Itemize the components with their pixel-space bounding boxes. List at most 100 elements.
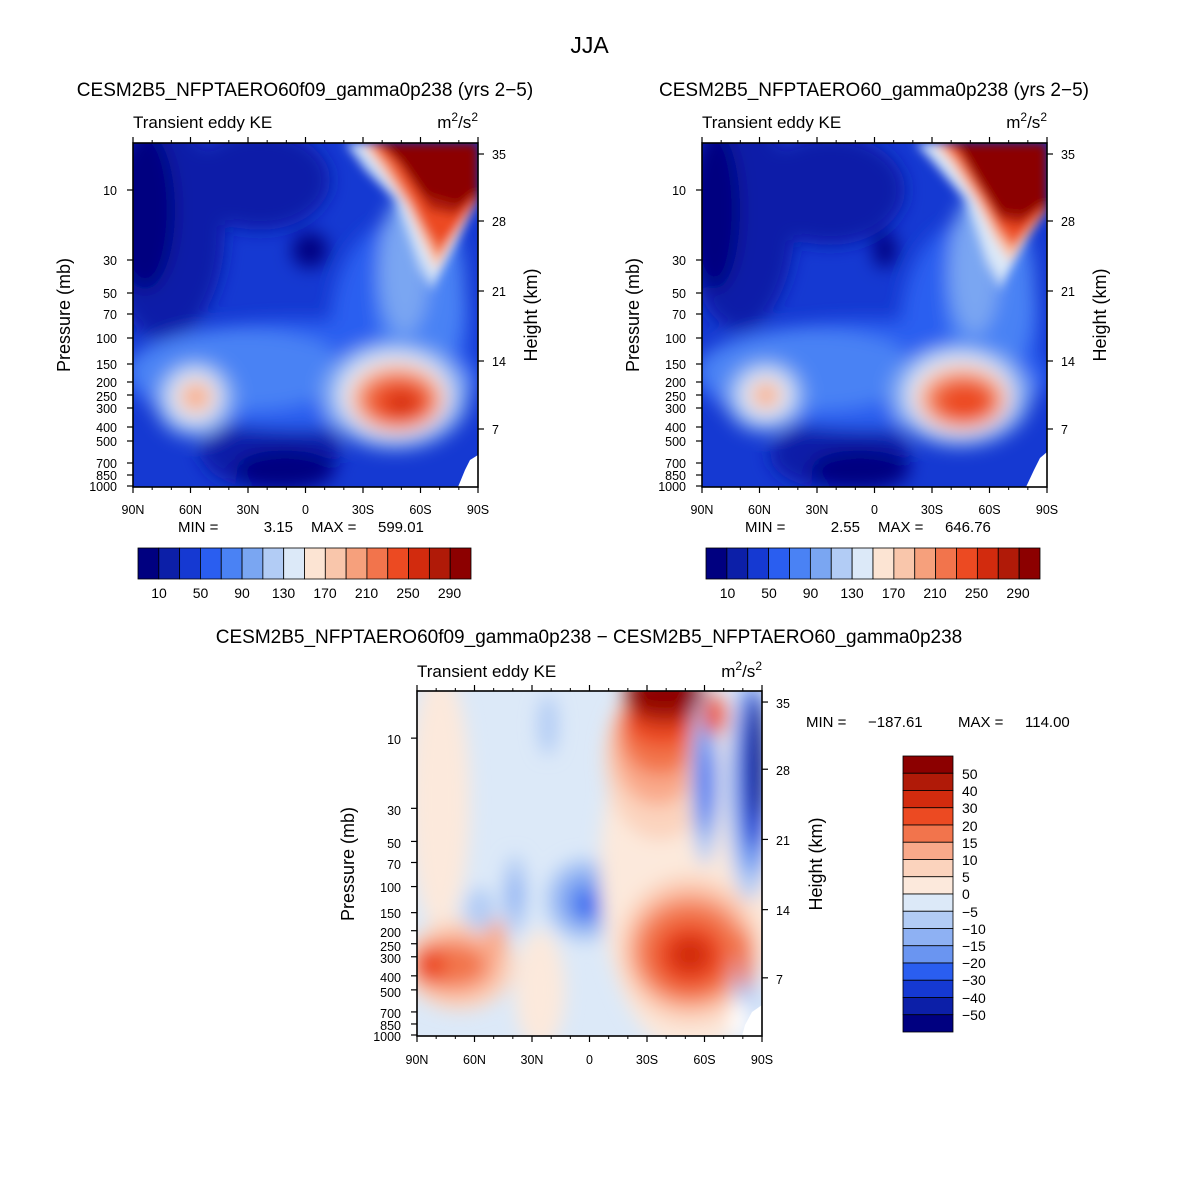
panel-right-height-tick: 14 <box>1061 355 1075 369</box>
panel-left-min-value: 3.15 <box>264 519 293 536</box>
panel-diff-colorbar-label: −20 <box>962 955 986 971</box>
panel-left-ytick: 10 <box>103 184 117 198</box>
colorbar-swatch <box>902 928 954 947</box>
panel-diff-colorbar-label: 50 <box>962 766 978 782</box>
panel-right-field <box>702 143 1047 487</box>
panel-right-xtick: 60N <box>748 503 771 517</box>
colorbar-swatch <box>809 547 832 580</box>
panel-left-min-label: MIN = <box>178 519 219 536</box>
panel-diff-xtick: 30N <box>521 1053 544 1067</box>
panel-diff-colorbar-label: −40 <box>962 990 986 1006</box>
panel-right-height-tick: 35 <box>1061 148 1075 162</box>
panel-right-xtick: 30S <box>921 503 943 517</box>
panel-diff-ytick: 850 <box>380 1019 401 1033</box>
panel-left-xtick: 90S <box>467 503 489 517</box>
colorbar-swatch <box>976 547 999 580</box>
panel-left-colorbar-label: 130 <box>272 585 296 601</box>
panel-left-xtick: 30S <box>352 503 374 517</box>
colorbar-swatch <box>220 547 243 580</box>
panel-diff-ytick: 150 <box>380 907 401 921</box>
panel-left-colorbar <box>137 547 472 580</box>
panel-right-ytick: 250 <box>665 390 686 404</box>
panel-right-ylabel-right: Height (km) <box>1090 268 1110 361</box>
panel-left-max-value: 599.01 <box>378 519 424 536</box>
panel-left: CESM2B5_NFPTAERO60f09_gamma0p238 (yrs 2−… <box>54 80 541 601</box>
colorbar-swatch <box>179 547 201 580</box>
panel-left-colorbar-label: 210 <box>355 585 379 601</box>
panel-left-ytick: 30 <box>103 254 117 268</box>
panel-diff-xtick: 0 <box>586 1053 593 1067</box>
panel-diff-colorbar-label: 15 <box>962 835 978 851</box>
colorbar-swatch <box>902 962 954 981</box>
panel-left-ytick: 100 <box>96 332 117 346</box>
panel-right-ytick: 10 <box>672 184 686 198</box>
panel-right-ytick: 100 <box>665 332 686 346</box>
panel-diff-title: CESM2B5_NFPTAERO60f09_gamma0p238 − CESM2… <box>216 627 962 648</box>
panel-right-max-value: 646.76 <box>945 519 991 536</box>
panel-right-ytick: 30 <box>672 254 686 268</box>
panel-right-ytick: 150 <box>665 358 686 372</box>
panel-diff-colorbar-label: −30 <box>962 972 986 988</box>
panel-left-units: m2/s2 <box>437 110 478 132</box>
colorbar-swatch <box>902 876 954 895</box>
panel-left-ytick: 500 <box>96 435 117 449</box>
panel-diff-colorbar <box>902 755 954 1033</box>
panel-diff-colorbar-label: 10 <box>962 852 978 868</box>
colorbar-swatch <box>768 547 790 580</box>
panel-diff-colorbar-label: −15 <box>962 938 986 954</box>
panel-right-xtick: 90N <box>691 503 714 517</box>
panel-right-ylabel: Pressure (mb) <box>623 258 643 372</box>
colorbar-swatch <box>997 547 1020 580</box>
panel-right-min-label: MIN = <box>745 519 786 536</box>
panel-right-ytick: 300 <box>665 402 686 416</box>
panel-left-xtick: 30N <box>237 503 260 517</box>
panel-diff-colorbar-label: 5 <box>962 869 970 885</box>
panel-diff-xtick: 90S <box>751 1053 773 1067</box>
panel-diff-colorbar-label: 20 <box>962 818 978 834</box>
panel-right-colorbar-label: 10 <box>720 585 736 601</box>
panel-left-height-tick: 7 <box>492 423 499 437</box>
panel-left-xtick: 60S <box>409 503 431 517</box>
panel-diff-ytick: 100 <box>380 881 401 895</box>
panel-diff-max-value: 114.00 <box>1025 714 1070 731</box>
colorbar-swatch <box>283 547 305 580</box>
panel-right-xtick: 90S <box>1036 503 1058 517</box>
panel-right-height-tick: 21 <box>1061 285 1075 299</box>
panel-right-ytick: 500 <box>665 435 686 449</box>
colorbar-swatch <box>387 547 409 580</box>
colorbar-swatch <box>902 859 954 878</box>
panel-left-colorbar-label: 170 <box>313 585 337 601</box>
figure-title: JJA <box>570 32 609 58</box>
colorbar-swatch <box>366 547 389 580</box>
panel-diff-min-value: −187.61 <box>868 714 923 731</box>
panel-diff-height-tick: 21 <box>776 834 790 848</box>
panel-diff-height-tick: 35 <box>776 697 790 711</box>
panel-left-ytick: 50 <box>103 287 117 301</box>
colorbar-swatch <box>902 1014 954 1033</box>
panel-right-xtick: 60S <box>978 503 1000 517</box>
colorbar-swatch <box>158 547 181 580</box>
panel-right-max-label: MAX = <box>878 519 924 536</box>
panel-right-ytick: 70 <box>672 308 686 322</box>
panel-diff-xtick: 90N <box>406 1053 429 1067</box>
panel-left-ytick: 250 <box>96 390 117 404</box>
panel-left-max-label: MAX = <box>311 519 357 536</box>
panel-right-xtick: 30N <box>806 503 829 517</box>
colorbar-swatch <box>902 997 954 1016</box>
colorbar-swatch <box>304 547 326 580</box>
panel-diff-ylabel: Pressure (mb) <box>338 807 358 921</box>
panel-right-xtick: 0 <box>871 503 878 517</box>
panel-right-ytick: 850 <box>665 469 686 483</box>
panel-right-colorbar-label: 250 <box>965 585 989 601</box>
colorbar-swatch <box>262 547 285 580</box>
panel-left-colorbar-label: 50 <box>193 585 209 601</box>
panel-diff-ytick: 70 <box>387 858 401 872</box>
panel-right-units: m2/s2 <box>1006 110 1047 132</box>
panel-diff-ytick: 400 <box>380 971 401 985</box>
panel-right-colorbar-label: 210 <box>923 585 947 601</box>
colorbar-swatch <box>345 547 368 580</box>
colorbar-swatch <box>902 790 954 809</box>
panel-diff-ytick: 250 <box>380 940 401 954</box>
panel-left-variable-label: Transient eddy KE <box>133 113 272 132</box>
